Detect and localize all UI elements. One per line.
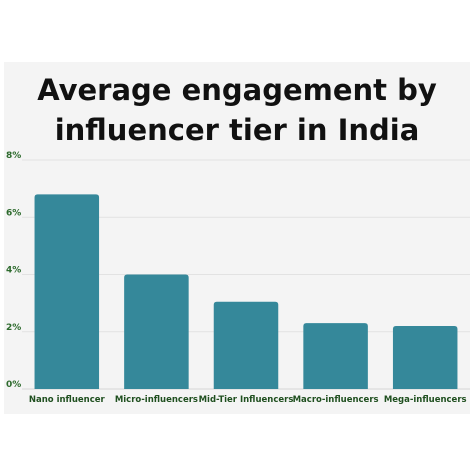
- bar: [34, 194, 100, 389]
- y-tick-label: 6%: [6, 208, 21, 218]
- bar: [213, 301, 279, 389]
- bar: [124, 274, 189, 389]
- x-category-label: Mega-influencers: [384, 395, 467, 405]
- chart-title: Average engagement by influencer tier in…: [0, 70, 474, 150]
- y-tick-label: 2%: [6, 323, 21, 333]
- x-category-label: Micro-influencers: [115, 395, 198, 405]
- x-category-label: Mid-Tier Influencers: [199, 395, 294, 405]
- y-tick-label: 4%: [6, 266, 21, 276]
- chart-title-line-2: influencer tier in India: [54, 113, 420, 147]
- y-tick-label: 0%: [6, 380, 21, 390]
- chart-title-line-1: Average engagement by: [37, 73, 437, 107]
- bar: [392, 326, 458, 389]
- bar: [303, 323, 368, 389]
- x-category-label: Nano influencer: [29, 395, 106, 405]
- y-tick-label: 8%: [6, 151, 21, 161]
- x-category-label: Macro-influencers: [293, 395, 379, 405]
